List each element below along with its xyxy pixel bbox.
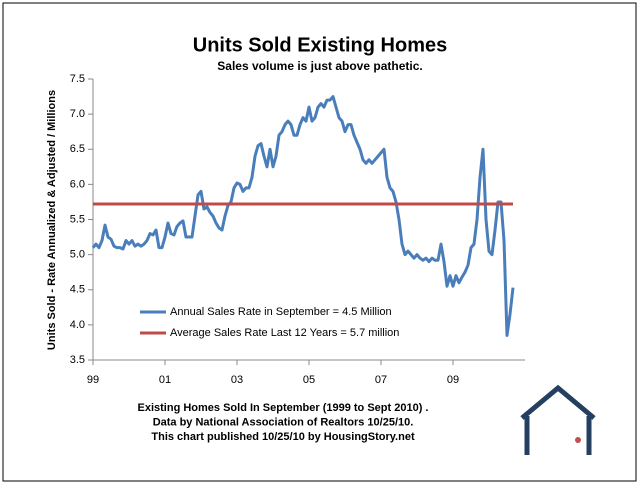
y-tick-label: 4.5 xyxy=(70,284,85,296)
x-tick-label: 05 xyxy=(303,374,315,386)
logo-roof xyxy=(520,384,596,420)
legend-label: Average Sales Rate Last 12 Years = 5.7 m… xyxy=(170,327,399,339)
x-tick-label: 99 xyxy=(87,374,99,386)
logo-leaf xyxy=(575,437,581,443)
legend-label: Annual Sales Rate in September = 4.5 Mil… xyxy=(170,306,392,318)
x-tick-label: 01 xyxy=(159,374,171,386)
y-tick-label: 6.5 xyxy=(70,143,85,155)
y-tick-label: 6.0 xyxy=(70,178,85,190)
y-tick-label: 3.5 xyxy=(70,354,85,366)
y-tick-label: 5.5 xyxy=(70,213,85,225)
y-tick-label: 7.0 xyxy=(70,108,85,120)
chart-title: Units Sold Existing Homes xyxy=(193,34,447,56)
footnote: This chart published 10/25/10 by Housing… xyxy=(151,431,415,443)
y-tick-label: 5.0 xyxy=(70,249,85,261)
x-tick-label: 09 xyxy=(447,374,459,386)
house-logo xyxy=(520,384,596,455)
footnote: Existing Homes Sold In September (1999 t… xyxy=(138,402,429,414)
y-tick-label: 7.5 xyxy=(70,73,85,85)
x-tick-label: 07 xyxy=(375,374,387,386)
chart-border xyxy=(2,2,637,482)
y-axis-label: Units Sold - Rate Annualized & Adjusted … xyxy=(46,90,58,350)
data-line xyxy=(91,95,515,337)
footnote: Data by National Association of Realtors… xyxy=(153,416,414,428)
y-tick-label: 4.0 xyxy=(70,319,85,331)
chart-subtitle: Sales volume is just above pathetic. xyxy=(217,59,422,73)
x-tick-label: 03 xyxy=(231,374,243,386)
